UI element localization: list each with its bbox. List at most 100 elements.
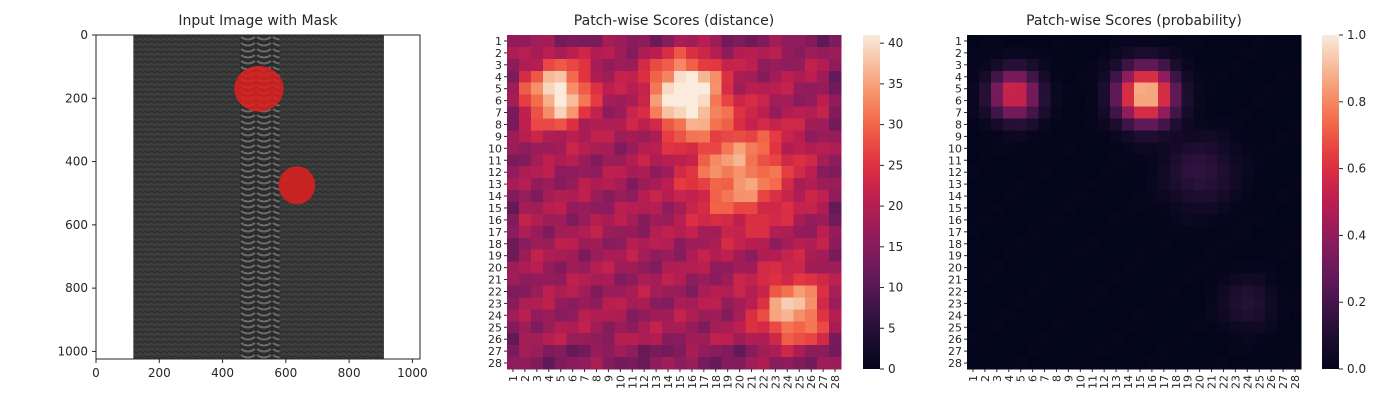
heatmap-cell	[626, 237, 639, 251]
heatmap-cell	[1217, 202, 1230, 215]
heatmap-cell	[626, 106, 639, 119]
heatmap-cell	[781, 202, 794, 215]
heatmap-cell	[757, 35, 770, 48]
heatmap-cell	[530, 357, 544, 370]
col-tick-label: 24	[781, 375, 794, 389]
heatmap-cell	[1277, 321, 1290, 334]
heatmap-cell	[1157, 46, 1171, 60]
heatmap-cell	[1002, 118, 1016, 131]
heatmap-cell	[1098, 321, 1111, 334]
heatmap-cell	[769, 345, 782, 358]
heatmap-cell	[1217, 106, 1230, 119]
heatmap-cell	[697, 285, 711, 298]
heatmap-cell	[1038, 154, 1051, 167]
heatmap-cell	[554, 321, 567, 334]
heatmap-cell	[1229, 297, 1242, 310]
heatmap-cell	[1289, 106, 1302, 119]
heatmap-cell	[733, 190, 746, 203]
col-tick-label: 22	[1217, 375, 1230, 389]
row-tick-label: 25	[488, 321, 502, 334]
colorbar	[863, 35, 880, 369]
heatmap-cell	[578, 261, 591, 274]
heatmap-cell	[662, 309, 675, 322]
heatmap-cell	[626, 202, 639, 215]
heatmap-cell	[709, 273, 723, 286]
heatmap-cell	[1014, 249, 1027, 262]
heatmap-cell	[530, 237, 544, 251]
heatmap-cell	[1265, 333, 1278, 346]
heatmap-cell	[1289, 202, 1302, 215]
heatmap-cell	[685, 58, 699, 72]
heatmap-cell	[578, 309, 591, 322]
heatmap-cell	[805, 202, 818, 215]
row-tick-label: 7	[495, 107, 502, 120]
heatmap-cell	[733, 46, 746, 60]
heatmap-cell	[1169, 94, 1183, 107]
heatmap-cell	[1086, 273, 1099, 286]
heatmap-cell	[1181, 70, 1194, 84]
heatmap-cell	[590, 237, 603, 251]
heatmap-cell	[1157, 333, 1171, 346]
heatmap-cell	[1134, 345, 1147, 358]
row-tick-label: 9	[495, 130, 502, 143]
row-tick-label: 20	[488, 262, 502, 275]
heatmap-cell	[1014, 309, 1027, 322]
heatmap-cell	[781, 225, 794, 239]
heatmap-cell	[1062, 357, 1075, 370]
heatmap-cell	[1289, 154, 1302, 167]
heatmap-cell	[769, 106, 782, 119]
heatmap-cell	[967, 70, 980, 84]
row-tick-label: 9	[955, 130, 962, 143]
heatmap-cell	[1205, 237, 1218, 251]
heatmap-cell	[781, 46, 794, 60]
heatmap-cell	[614, 58, 627, 72]
heatmap-cell	[757, 130, 770, 143]
heatmap-cell	[1253, 273, 1266, 286]
heatmap-cell	[1074, 35, 1087, 48]
heatmap-cell	[518, 213, 532, 227]
row-tick-label: 8	[955, 118, 962, 131]
heatmap-cell	[1134, 82, 1147, 95]
heatmap-cell	[1205, 190, 1218, 203]
heatmap-cell	[1145, 202, 1159, 215]
heatmap-cell	[638, 285, 651, 298]
heatmap-cell	[507, 285, 520, 298]
heatmap-cell	[530, 345, 544, 358]
heatmap-cell	[990, 202, 1004, 215]
heatmap-cell	[1181, 202, 1194, 215]
heatmap-cell	[1289, 297, 1302, 310]
heatmap-cell	[990, 58, 1004, 72]
heatmap-cell	[1229, 142, 1242, 155]
col-tick-label: 25	[793, 375, 806, 389]
heatmap-cell	[1050, 333, 1063, 346]
heatmap-cell	[566, 190, 579, 203]
heatmap-cell	[1157, 142, 1171, 155]
heatmap-cell	[781, 118, 794, 131]
heatmap-cell	[1098, 118, 1111, 131]
heatmap-cell	[518, 46, 532, 60]
heatmap-cell	[709, 190, 723, 203]
heatmap-cell	[530, 333, 544, 346]
heatmap-cell	[1122, 309, 1135, 322]
heatmap-cell	[829, 142, 842, 155]
heatmap-cell	[1241, 273, 1254, 286]
heatmap-cell	[1145, 70, 1159, 84]
heatmap-cell	[518, 94, 532, 107]
heatmap-cell	[650, 118, 663, 131]
heatmap-cell	[614, 82, 627, 95]
heatmap-cell	[781, 94, 794, 107]
col-tick-label: 5	[1015, 375, 1028, 382]
heatmap-cell	[1002, 58, 1016, 72]
heatmap-cell	[721, 285, 734, 298]
heatmap-cell	[709, 225, 723, 239]
heatmap-cell	[1122, 106, 1135, 119]
heatmap-cell	[978, 46, 992, 60]
heatmap-cell	[662, 142, 675, 155]
heatmap-cell	[978, 130, 992, 143]
colorbar-tick-label: 0.6	[1347, 162, 1366, 176]
heatmap-cell	[578, 118, 591, 131]
heatmap-cell	[542, 166, 556, 179]
heatmap-cell	[793, 333, 806, 346]
heatmap-cell	[507, 142, 520, 155]
